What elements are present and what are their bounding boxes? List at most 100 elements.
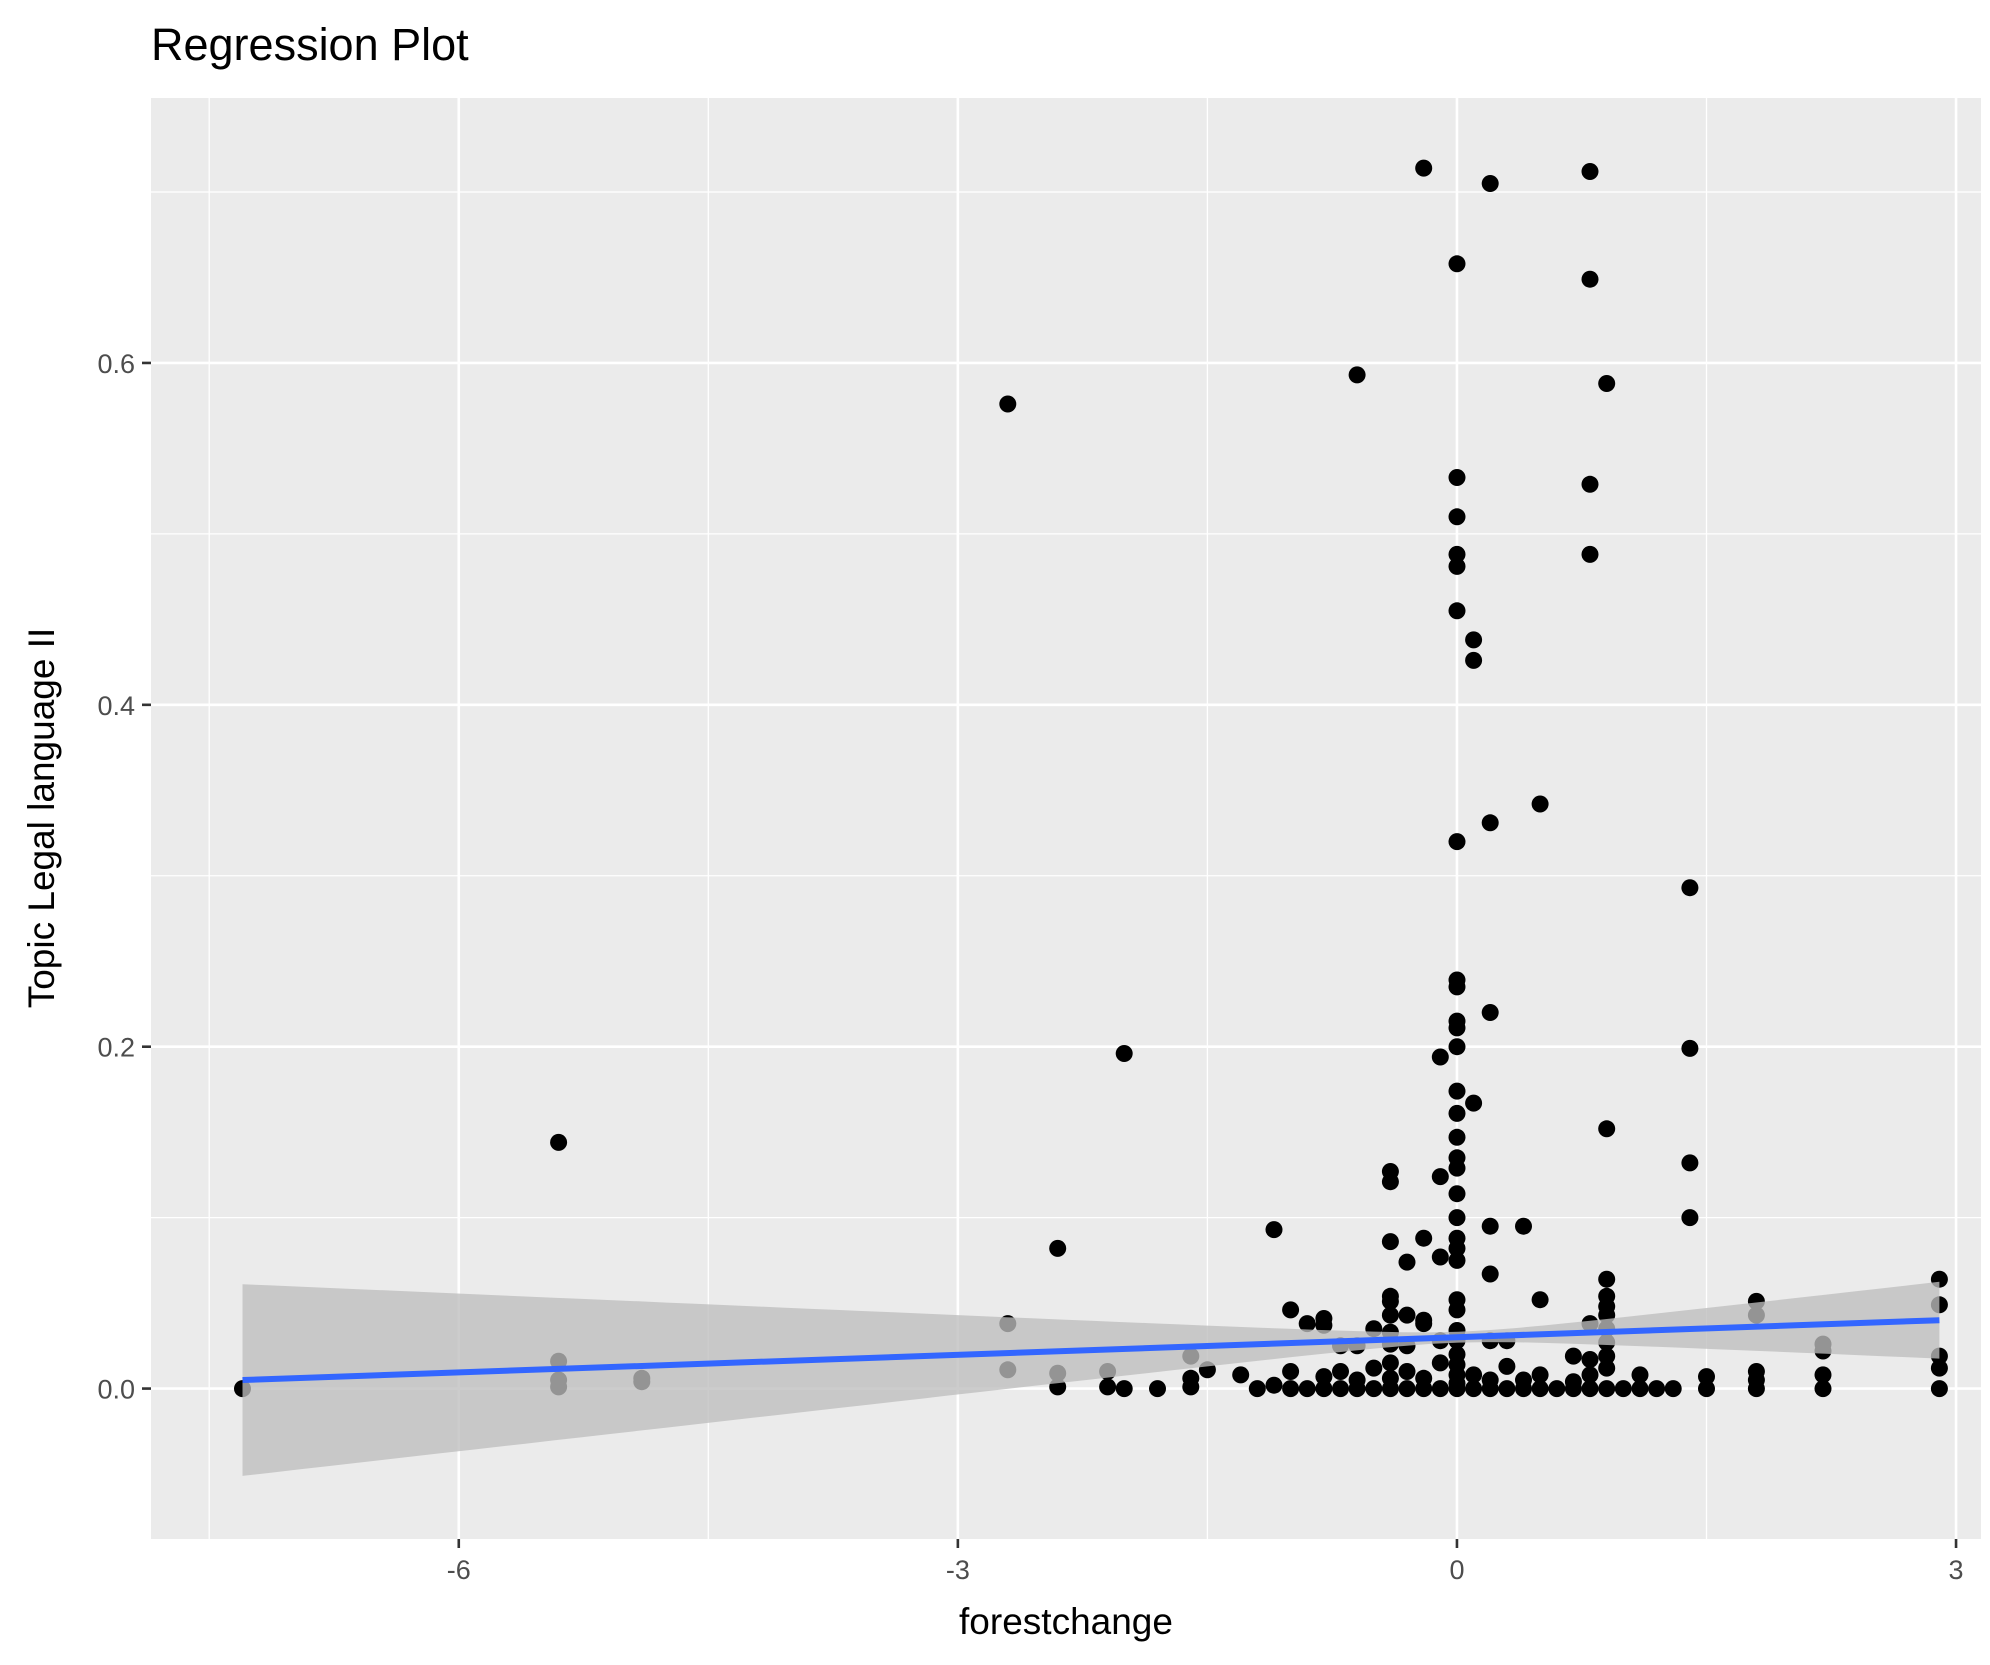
y-axis-title: Topic Legal language II: [21, 628, 62, 1009]
data-point: [1115, 1045, 1133, 1062]
data-point: [1598, 1270, 1616, 1288]
data-point: [1431, 1380, 1449, 1398]
data-point: [1415, 1315, 1433, 1333]
data-point: [1298, 1380, 1316, 1398]
data-point: [1814, 1380, 1832, 1398]
data-point: [1365, 1380, 1383, 1398]
data-point: [1747, 1380, 1765, 1398]
data-point: [1448, 602, 1466, 620]
data-point: [1315, 1316, 1333, 1334]
data-point: [1431, 1248, 1449, 1266]
data-point: [1448, 1082, 1466, 1100]
x-tick-label: 0: [1449, 1555, 1464, 1585]
data-point: [1448, 1209, 1466, 1227]
data-point: [1581, 1366, 1599, 1384]
data-point: [1348, 1380, 1366, 1398]
data-point: [1531, 1380, 1549, 1398]
data-point: [1930, 1380, 1948, 1398]
data-point: [1581, 163, 1599, 180]
data-point: [1381, 1380, 1399, 1398]
data-point: [1398, 1363, 1416, 1380]
data-point: [1614, 1380, 1632, 1398]
confidence-band-layer: [242, 1281, 1940, 1476]
data-point: [1465, 651, 1483, 669]
data-point: [1448, 557, 1466, 575]
data-point: [1598, 375, 1616, 392]
data-point: [1664, 1380, 1682, 1398]
data-point: [1631, 1366, 1649, 1384]
confidence-band: [242, 1281, 1940, 1476]
data-point: [1448, 1038, 1466, 1056]
data-point: [1598, 1380, 1616, 1398]
data-point: [1481, 1217, 1499, 1235]
data-point: [1598, 1347, 1616, 1365]
data-point: [1681, 1154, 1699, 1172]
data-point: [1448, 508, 1466, 526]
data-point: [1381, 1292, 1399, 1310]
y-tick-label: 0.6: [97, 349, 135, 379]
data-point: [1381, 1306, 1399, 1324]
data-point: [1448, 1239, 1466, 1257]
data-point: [1282, 1301, 1300, 1319]
data-point: [1431, 1048, 1449, 1066]
x-axis-title: forestchange: [959, 1601, 1173, 1642]
data-point: [1531, 1366, 1549, 1384]
chart-title: Regression Plot: [151, 19, 469, 70]
data-point: [1465, 1380, 1483, 1398]
data-point: [1265, 1221, 1283, 1239]
data-point: [1481, 1004, 1499, 1021]
data-point: [1099, 1378, 1117, 1396]
axes: -6 -3 0 3 0.0 0.2 0.4 0.6: [97, 349, 1963, 1585]
data-point: [1381, 1173, 1399, 1191]
data-point: [1448, 1019, 1466, 1037]
data-point: [1182, 1378, 1200, 1396]
data-point: [1814, 1366, 1832, 1384]
data-point: [1498, 1380, 1516, 1398]
data-point: [1448, 1159, 1466, 1177]
data-point: [1381, 1354, 1399, 1372]
data-point: [1149, 1380, 1166, 1398]
data-point: [1415, 159, 1433, 177]
data-point: [1431, 1168, 1449, 1186]
x-tick-label: 3: [1949, 1555, 1964, 1585]
data-point: [1448, 1301, 1466, 1319]
y-tick-label: 0.4: [97, 691, 135, 721]
x-tick-label: -6: [447, 1555, 471, 1585]
data-point: [1315, 1380, 1333, 1398]
data-point: [1448, 469, 1466, 486]
data-point: [1930, 1359, 1948, 1377]
data-point: [1265, 1376, 1283, 1394]
data-point: [1564, 1380, 1582, 1398]
data-point: [1431, 1354, 1449, 1372]
data-point: [1448, 1128, 1466, 1146]
data-point: [1448, 545, 1466, 563]
data-point: [1564, 1347, 1582, 1365]
data-point: [1282, 1380, 1300, 1398]
data-point: [1681, 879, 1699, 897]
data-point: [1448, 255, 1466, 273]
data-point: [1598, 1359, 1616, 1377]
data-point: [1465, 1366, 1483, 1384]
data-point: [1681, 1039, 1699, 1057]
data-point: [1448, 833, 1466, 851]
data-point: [1581, 270, 1599, 288]
data-point: [1448, 1185, 1466, 1203]
data-point: [1515, 1217, 1532, 1235]
data-point: [1282, 1363, 1300, 1380]
data-point: [1115, 1380, 1133, 1398]
data-point: [1531, 795, 1549, 813]
y-tick-label: 0.2: [97, 1033, 135, 1063]
data-point: [1448, 1104, 1466, 1122]
data-point: [1515, 1380, 1532, 1398]
data-point: [1332, 1363, 1349, 1380]
regression-line: [242, 1317, 1940, 1384]
regression-line-layer: [242, 1317, 1940, 1384]
data-point: [1581, 475, 1599, 493]
data-point: [1698, 1368, 1715, 1386]
data-point: [999, 395, 1017, 413]
data-point: [1481, 175, 1499, 192]
data-point: [1232, 1366, 1250, 1384]
data-point: [550, 1133, 568, 1151]
data-point: [1465, 1094, 1483, 1112]
